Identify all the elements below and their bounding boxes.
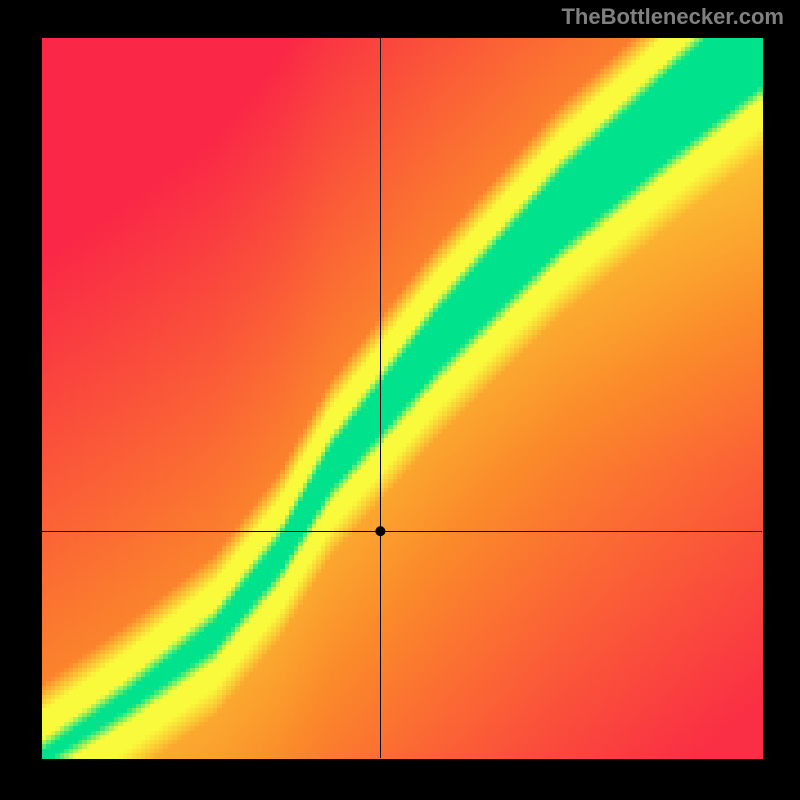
chart-container: TheBottlenecker.com [0,0,800,800]
heatmap-canvas [0,0,800,800]
watermark-text: TheBottlenecker.com [561,4,784,30]
